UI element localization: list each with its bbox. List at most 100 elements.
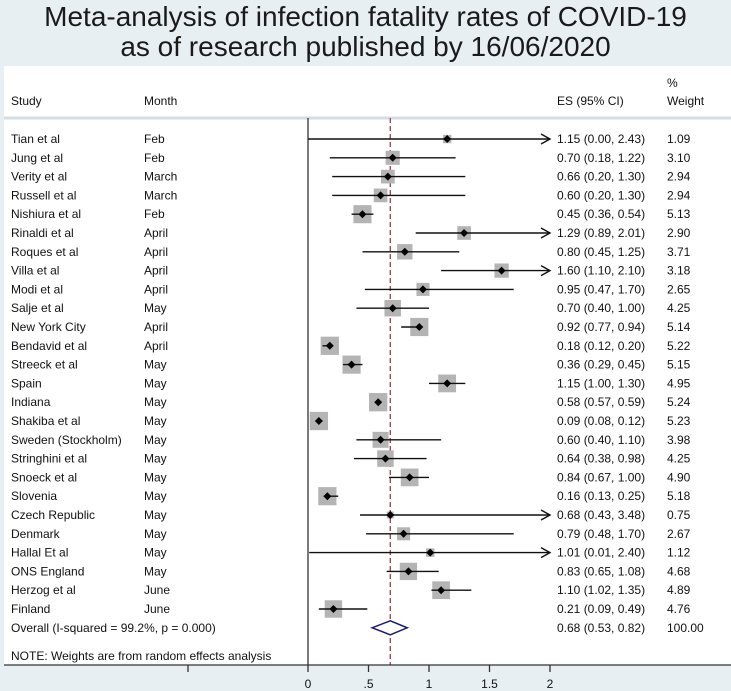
overall-weight: 100.00 (667, 621, 704, 635)
study-row: Indiana May 0.58 (0.57, 0.59) 5.24 (11, 393, 691, 412)
study-name: Roques et al (11, 245, 78, 259)
header-month: Month (144, 94, 177, 108)
study-row: Modi et al April 0.95 (0.47, 1.70) 2.65 (11, 282, 691, 296)
study-row: ONS England May 0.83 (0.65, 1.08) 4.68 (11, 562, 691, 581)
study-name: Denmark (11, 527, 61, 541)
study-name: Streeck et al (11, 358, 78, 372)
study-name: Russell et al (11, 188, 76, 202)
study-es-ci: 1.01 (0.01, 2.40) (557, 546, 645, 560)
x-tick-label: 1 (426, 677, 433, 691)
study-weight: 2.90 (667, 226, 691, 240)
study-month: April (144, 320, 168, 334)
study-row: Streeck et al May 0.36 (0.29, 0.45) 5.15 (11, 355, 691, 374)
ci-arrow (540, 133, 552, 145)
point-estimate (358, 210, 367, 219)
study-month: June (144, 583, 170, 597)
study-row: Shakiba et al May 0.09 (0.08, 0.12) 5.23 (11, 411, 691, 431)
study-es-ci: 1.29 (0.89, 2.01) (557, 226, 645, 240)
study-month: April (144, 226, 168, 240)
point-estimate (374, 398, 383, 407)
study-month: June (144, 602, 170, 616)
study-row: Nishiura et al Feb 0.45 (0.36, 0.54) 5.13 (11, 205, 691, 224)
study-name: Tian et al (11, 132, 60, 146)
point-estimate (497, 266, 506, 275)
study-weight: 1.12 (667, 546, 691, 560)
study-month: March (144, 170, 177, 184)
study-row: Tian et al Feb 1.15 (0.00, 2.43) 1.09 (11, 132, 691, 146)
study-row: Jung et al Feb 0.70 (0.18, 1.22) 3.10 (11, 150, 691, 165)
study-weight: 3.98 (667, 433, 691, 447)
study-month: May (144, 433, 167, 447)
study-row: Stringhini et al May 0.64 (0.38, 0.98) 4.25 (11, 450, 691, 467)
study-es-ci: 0.60 (0.20, 1.30) (557, 188, 645, 202)
study-es-ci: 1.15 (1.00, 1.30) (557, 376, 645, 390)
study-es-ci: 0.60 (0.40, 1.10) (557, 433, 645, 447)
study-name: Sweden (Stockholm) (11, 433, 122, 447)
header-es: ES (95% CI) (557, 94, 624, 108)
study-name: Stringhini et al (11, 452, 87, 466)
point-estimate (460, 229, 469, 237)
point-estimate (347, 360, 356, 369)
point-estimate (399, 529, 408, 538)
study-weight: 4.25 (667, 452, 691, 466)
point-estimate (388, 153, 397, 162)
header-pct: % (667, 76, 678, 90)
study-name: Indiana (11, 395, 51, 409)
point-estimate (376, 435, 385, 444)
overall-es-ci: 0.68 (0.53, 0.82) (557, 621, 645, 635)
study-es-ci: 1.10 (1.02, 1.35) (557, 583, 645, 597)
header-study: Study (11, 94, 42, 108)
study-weight: 3.18 (667, 264, 691, 278)
point-estimate (426, 548, 435, 557)
point-estimate (400, 247, 409, 256)
study-es-ci: 0.16 (0.13, 0.25) (557, 489, 645, 503)
study-weight: 4.68 (667, 564, 691, 578)
note-text: NOTE: Weights are from random effects an… (11, 649, 271, 663)
study-month: May (144, 508, 167, 522)
study-es-ci: 1.60 (1.10, 2.10) (557, 264, 645, 278)
study-name: Modi et al (11, 282, 63, 296)
study-name: Spain (11, 376, 42, 390)
point-estimate (443, 135, 452, 143)
study-es-ci: 0.92 (0.77, 0.94) (557, 320, 645, 334)
point-estimate (329, 605, 338, 613)
study-month: May (144, 489, 167, 503)
point-estimate (404, 567, 413, 576)
study-es-ci: 0.58 (0.57, 0.59) (557, 395, 645, 409)
study-es-ci: 0.68 (0.43, 3.48) (557, 508, 645, 522)
study-month: April (144, 245, 168, 259)
study-weight: 4.25 (667, 301, 691, 315)
study-weight: 5.15 (667, 358, 691, 372)
point-estimate (415, 323, 424, 331)
overall-row: Overall (I-squared = 99.2%, p = 0.000) 0.… (11, 619, 704, 636)
study-es-ci: 0.64 (0.38, 0.98) (557, 452, 645, 466)
study-name: Salje et al (11, 301, 64, 315)
study-row: Finland June 0.21 (0.09, 0.49) 4.76 (11, 600, 691, 618)
study-name: Jung et al (11, 151, 63, 165)
study-row: Snoeck et al May 0.84 (0.67, 1.00) 4.90 (11, 468, 691, 487)
study-month: Feb (144, 132, 165, 146)
point-estimate (381, 454, 390, 463)
study-name: Shakiba et al (11, 414, 80, 428)
study-month: May (144, 358, 167, 372)
study-weight: 0.75 (667, 508, 691, 522)
study-weight: 4.76 (667, 602, 691, 616)
study-weight: 5.13 (667, 207, 691, 221)
study-row: Hallal Et al May 1.01 (0.01, 2.40) 1.12 (11, 546, 691, 560)
study-name: Nishiura et al (11, 207, 81, 221)
study-weight: 5.24 (667, 395, 691, 409)
study-weight: 4.89 (667, 583, 691, 597)
study-row: Czech Republic May 0.68 (0.43, 3.48) 0.75 (11, 508, 691, 522)
point-estimate (437, 586, 446, 595)
overall-diamond (370, 619, 410, 636)
study-weight: 5.23 (667, 414, 691, 428)
study-es-ci: 0.21 (0.09, 0.49) (557, 602, 645, 616)
study-weight: 5.18 (667, 489, 691, 503)
study-name: Slovenia (11, 489, 57, 503)
x-tick-label: 1.5 (481, 677, 498, 691)
study-weight: 3.71 (667, 245, 691, 259)
x-tick-label: 2 (547, 677, 554, 691)
study-name: Hallal Et al (11, 546, 68, 560)
study-month: May (144, 470, 167, 484)
